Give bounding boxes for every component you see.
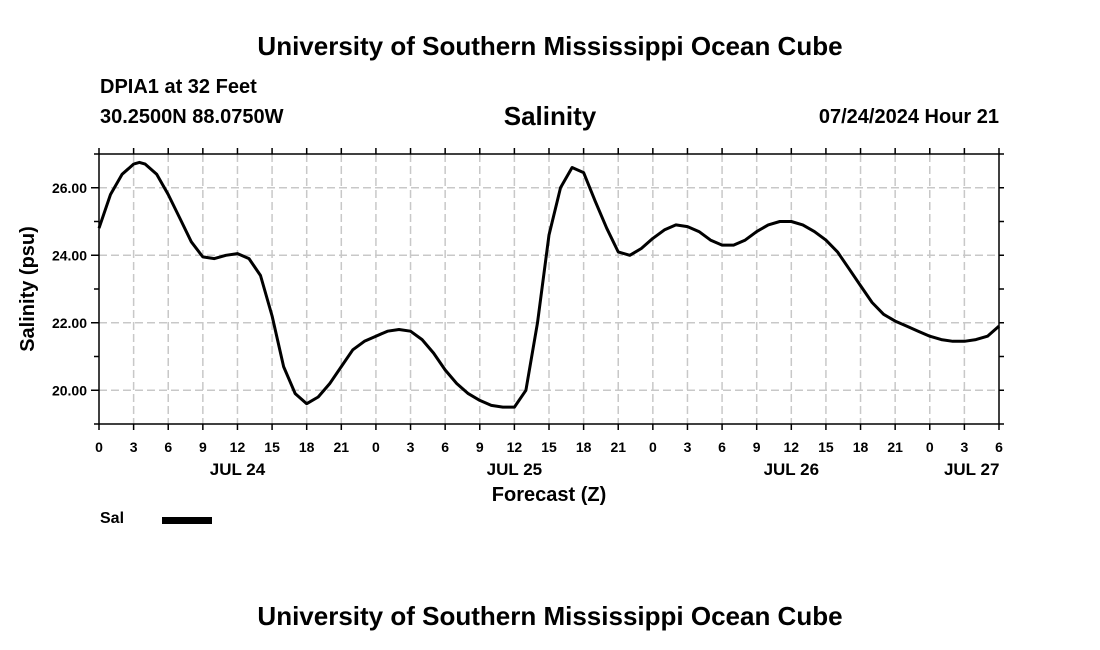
x-tick-label: 18 <box>299 439 315 455</box>
date-label: JUL 27 <box>944 460 999 479</box>
y-tick-label: 20.00 <box>52 382 87 398</box>
x-tick-label: 9 <box>753 439 761 455</box>
x-tick-label: 21 <box>887 439 903 455</box>
x-tick-label: 6 <box>718 439 726 455</box>
timestamp-label: 07/24/2024 Hour 21 <box>818 106 999 128</box>
date-labels: JUL 24 JUL 25 JUL 26 JUL 27 <box>210 460 1000 479</box>
x-tick-label: 6 <box>164 439 172 455</box>
legend-swatch <box>162 517 212 524</box>
x-tick-label: 15 <box>541 439 557 455</box>
x-tick-label: 0 <box>372 439 380 455</box>
x-tick-label: 12 <box>784 439 800 455</box>
x-tick-label: 3 <box>960 439 968 455</box>
x-tick-label: 6 <box>441 439 449 455</box>
salinity-chart: 20.00 22.00 24.00 26.00 0 3 6 9 12 15 18 21 0 3 6 9 12 1… <box>17 148 1004 506</box>
x-axis-label: Forecast (Z) <box>492 484 606 506</box>
chart-grid <box>99 154 999 424</box>
x-tick-label: 12 <box>507 439 523 455</box>
y-axis-ticks: 20.00 22.00 24.00 26.00 <box>52 153 1004 425</box>
y-tick-label: 22.00 <box>52 315 87 331</box>
y-tick-label: 24.00 <box>52 247 87 263</box>
x-tick-label: 18 <box>853 439 869 455</box>
x-tick-label: 3 <box>130 439 138 455</box>
legend-label: Sal <box>100 510 125 527</box>
x-axis-ticks: 0 3 6 9 12 15 18 21 0 3 6 9 12 15 18 21 0 3 6 9 12 15 18 21 0 3 6 <box>95 148 1003 455</box>
page-footer-title: University of Southern Mississippi Ocean… <box>257 601 843 631</box>
x-tick-label: 0 <box>649 439 657 455</box>
x-tick-label: 21 <box>610 439 626 455</box>
chart-title: Salinity <box>503 101 597 131</box>
x-tick-label: 0 <box>926 439 934 455</box>
y-tick-label: 26.00 <box>52 180 87 196</box>
date-label: JUL 24 <box>210 460 266 479</box>
x-tick-label: 15 <box>818 439 834 455</box>
x-tick-label: 6 <box>995 439 1003 455</box>
coordinates-label: 30.2500N 88.0750W <box>100 106 284 128</box>
page-title: University of Southern Mississippi Ocean… <box>257 31 843 61</box>
station-label: DPIA1 at 32 Feet <box>100 76 257 98</box>
date-label: JUL 25 <box>487 460 542 479</box>
x-tick-label: 21 <box>334 439 350 455</box>
x-tick-label: 12 <box>230 439 246 455</box>
x-tick-label: 18 <box>576 439 592 455</box>
x-tick-label: 0 <box>95 439 103 455</box>
plot-frame <box>98 153 1000 425</box>
x-tick-label: 9 <box>199 439 207 455</box>
x-tick-label: 3 <box>684 439 692 455</box>
date-label: JUL 26 <box>764 460 819 479</box>
x-tick-label: 15 <box>264 439 280 455</box>
x-tick-label: 9 <box>476 439 484 455</box>
y-axis-label: Salinity (psu) <box>17 226 39 352</box>
x-tick-label: 3 <box>407 439 415 455</box>
salinity-series-line <box>97 160 1000 409</box>
